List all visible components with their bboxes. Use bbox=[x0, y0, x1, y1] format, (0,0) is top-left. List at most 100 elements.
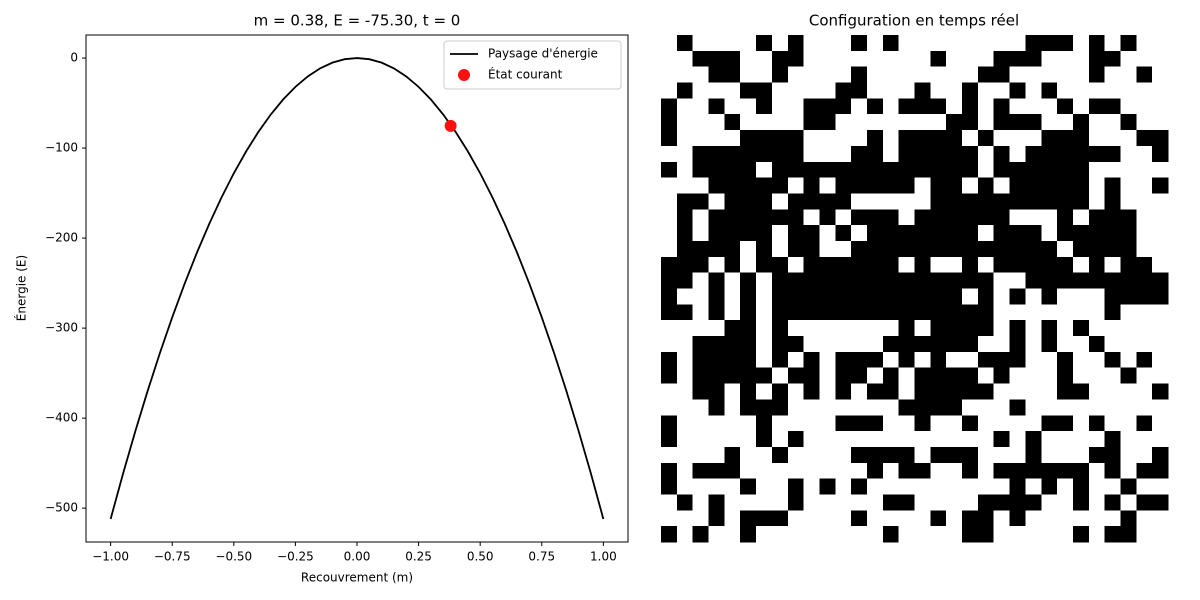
spin-cell bbox=[1057, 526, 1074, 543]
spin-cell bbox=[1104, 66, 1121, 83]
spin-cell bbox=[977, 415, 995, 432]
spin-cell bbox=[661, 193, 678, 210]
spin-cell bbox=[756, 145, 773, 163]
spin-cell bbox=[1120, 82, 1137, 99]
spin-cell bbox=[882, 336, 899, 353]
spin-cell bbox=[993, 478, 1010, 495]
spin-cell bbox=[882, 66, 899, 83]
spin-cell bbox=[1057, 462, 1074, 479]
spin-cell bbox=[787, 351, 804, 369]
spin-cell bbox=[993, 256, 1010, 273]
spin-cell bbox=[993, 336, 1010, 353]
spin-cell bbox=[993, 225, 1010, 242]
spin-cell bbox=[756, 462, 773, 479]
spin-cell bbox=[930, 98, 947, 115]
spin-cell bbox=[993, 130, 1010, 147]
spin-cell bbox=[835, 35, 852, 52]
spin-cell bbox=[866, 336, 884, 353]
spin-cell bbox=[1072, 145, 1090, 163]
spin-cell bbox=[946, 383, 963, 400]
spin-cell bbox=[787, 240, 804, 258]
spin-cell bbox=[803, 336, 820, 353]
spin-cell bbox=[898, 177, 915, 194]
spin-cell bbox=[724, 50, 741, 67]
spin-cell bbox=[1104, 50, 1121, 67]
spin-cell bbox=[1009, 145, 1026, 163]
spin-cell bbox=[835, 66, 852, 83]
spin-cell bbox=[661, 50, 678, 67]
x-tick-label: 0.75 bbox=[528, 550, 555, 564]
spin-cell bbox=[1057, 66, 1074, 83]
spin-cell bbox=[1152, 399, 1169, 416]
spin-cell bbox=[1104, 288, 1121, 305]
spin-cell bbox=[1009, 288, 1026, 305]
spin-cell bbox=[661, 240, 678, 258]
spin-cell bbox=[851, 478, 868, 495]
spin-cell bbox=[661, 462, 678, 479]
spin-cell bbox=[692, 351, 709, 369]
spin-cell bbox=[946, 82, 963, 99]
spin-cell bbox=[1009, 478, 1026, 495]
spin-cell bbox=[882, 399, 899, 416]
spin-cell bbox=[1120, 256, 1137, 273]
spin-cell bbox=[914, 446, 931, 464]
spin-cell bbox=[866, 431, 884, 448]
spin-cell bbox=[866, 446, 884, 464]
spin-cell bbox=[661, 256, 678, 273]
spin-cell bbox=[835, 462, 852, 479]
spin-cell bbox=[1072, 478, 1090, 495]
spin-cell bbox=[1152, 272, 1169, 289]
spin-cell bbox=[1041, 114, 1058, 131]
spin-cell bbox=[1057, 240, 1074, 258]
spin-cell bbox=[882, 256, 899, 273]
spin-cell bbox=[1041, 446, 1058, 464]
spin-cell bbox=[756, 35, 773, 52]
spin-cell bbox=[1120, 462, 1137, 479]
spin-cell bbox=[1136, 114, 1153, 131]
spin-cell bbox=[882, 225, 899, 242]
spin-cell bbox=[930, 145, 947, 163]
spin-cell bbox=[661, 130, 678, 147]
spin-cell bbox=[819, 161, 836, 178]
spin-cell bbox=[835, 130, 852, 147]
spin-cell bbox=[1057, 50, 1074, 67]
spin-cell bbox=[1009, 367, 1026, 384]
spin-cell bbox=[676, 431, 693, 448]
spin-cell bbox=[1025, 304, 1042, 321]
spin-cell bbox=[930, 431, 947, 448]
spin-cell bbox=[835, 351, 852, 369]
spin-cell bbox=[1009, 462, 1026, 479]
spin-cell bbox=[756, 478, 773, 495]
spin-cell bbox=[724, 304, 741, 321]
spin-cell bbox=[962, 431, 979, 448]
spin-cell bbox=[977, 98, 995, 115]
spin-cell bbox=[724, 367, 741, 384]
spin-cell bbox=[661, 272, 678, 289]
spin-cell bbox=[851, 161, 868, 178]
spin-cell bbox=[898, 209, 915, 226]
spin-cell bbox=[835, 288, 852, 305]
spin-cell bbox=[1120, 415, 1137, 432]
spin-cell bbox=[1136, 415, 1153, 432]
spin-cell bbox=[898, 98, 915, 115]
spin-cell bbox=[1152, 240, 1169, 258]
spin-cell bbox=[946, 399, 963, 416]
spin-cell bbox=[930, 209, 947, 226]
spin-cell bbox=[740, 114, 757, 131]
spin-cell bbox=[866, 367, 884, 384]
spin-cell bbox=[835, 510, 852, 527]
spin-cell bbox=[1025, 494, 1042, 511]
spin-cell bbox=[771, 383, 789, 400]
spin-cell bbox=[661, 177, 678, 194]
spin-cell bbox=[1136, 383, 1153, 400]
spin-cell bbox=[946, 415, 963, 432]
spin-cell bbox=[771, 494, 789, 511]
spin-cell bbox=[851, 431, 868, 448]
spin-cell bbox=[898, 304, 915, 321]
spin-cell bbox=[708, 431, 725, 448]
spin-cell bbox=[692, 462, 709, 479]
spin-cell bbox=[1152, 35, 1169, 52]
spin-cell bbox=[882, 478, 899, 495]
spin-cell bbox=[787, 446, 804, 464]
spin-cell bbox=[740, 320, 757, 337]
